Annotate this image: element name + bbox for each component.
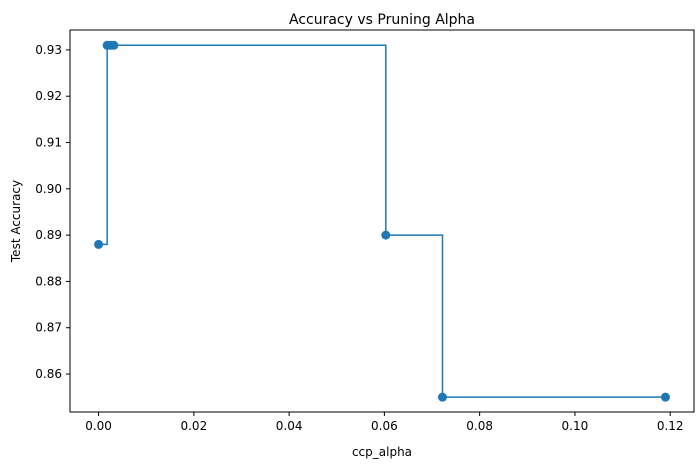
y-tick-label: 0.88 xyxy=(35,274,62,288)
x-axis-ticks: 0.00 0.02 0.04 0.06 0.08 0.10 0.12 xyxy=(85,412,684,433)
x-tick-label: 0.02 xyxy=(180,419,207,433)
data-point xyxy=(94,239,104,249)
x-tick-label: 0.06 xyxy=(371,419,398,433)
y-axis-title: Test Accuracy xyxy=(9,180,23,263)
y-tick-label: 0.87 xyxy=(35,321,62,335)
series-layer xyxy=(94,40,670,402)
y-axis-ticks: 0.86 0.87 0.88 0.89 0.90 0.91 0.92 0.93 xyxy=(35,43,70,381)
x-tick-label: 0.04 xyxy=(276,419,303,433)
y-tick-label: 0.92 xyxy=(35,89,62,103)
data-point xyxy=(381,230,391,240)
y-tick-label: 0.93 xyxy=(35,43,62,57)
x-tick-label: 0.10 xyxy=(562,419,589,433)
x-tick-label: 0.12 xyxy=(657,419,684,433)
data-point xyxy=(109,40,119,50)
y-tick-label: 0.86 xyxy=(35,367,62,381)
data-point xyxy=(660,392,670,402)
x-tick-label: 0.08 xyxy=(466,419,493,433)
y-tick-label: 0.91 xyxy=(35,136,62,150)
series-line xyxy=(98,44,666,398)
x-axis-title: ccp_alpha xyxy=(352,445,412,459)
x-tick-label: 0.00 xyxy=(85,419,112,433)
y-tick-label: 0.89 xyxy=(35,228,62,242)
chart-title: Accuracy vs Pruning Alpha xyxy=(289,12,475,28)
plot-frame xyxy=(69,29,695,413)
y-tick-label: 0.90 xyxy=(35,182,62,196)
data-point xyxy=(437,392,447,402)
